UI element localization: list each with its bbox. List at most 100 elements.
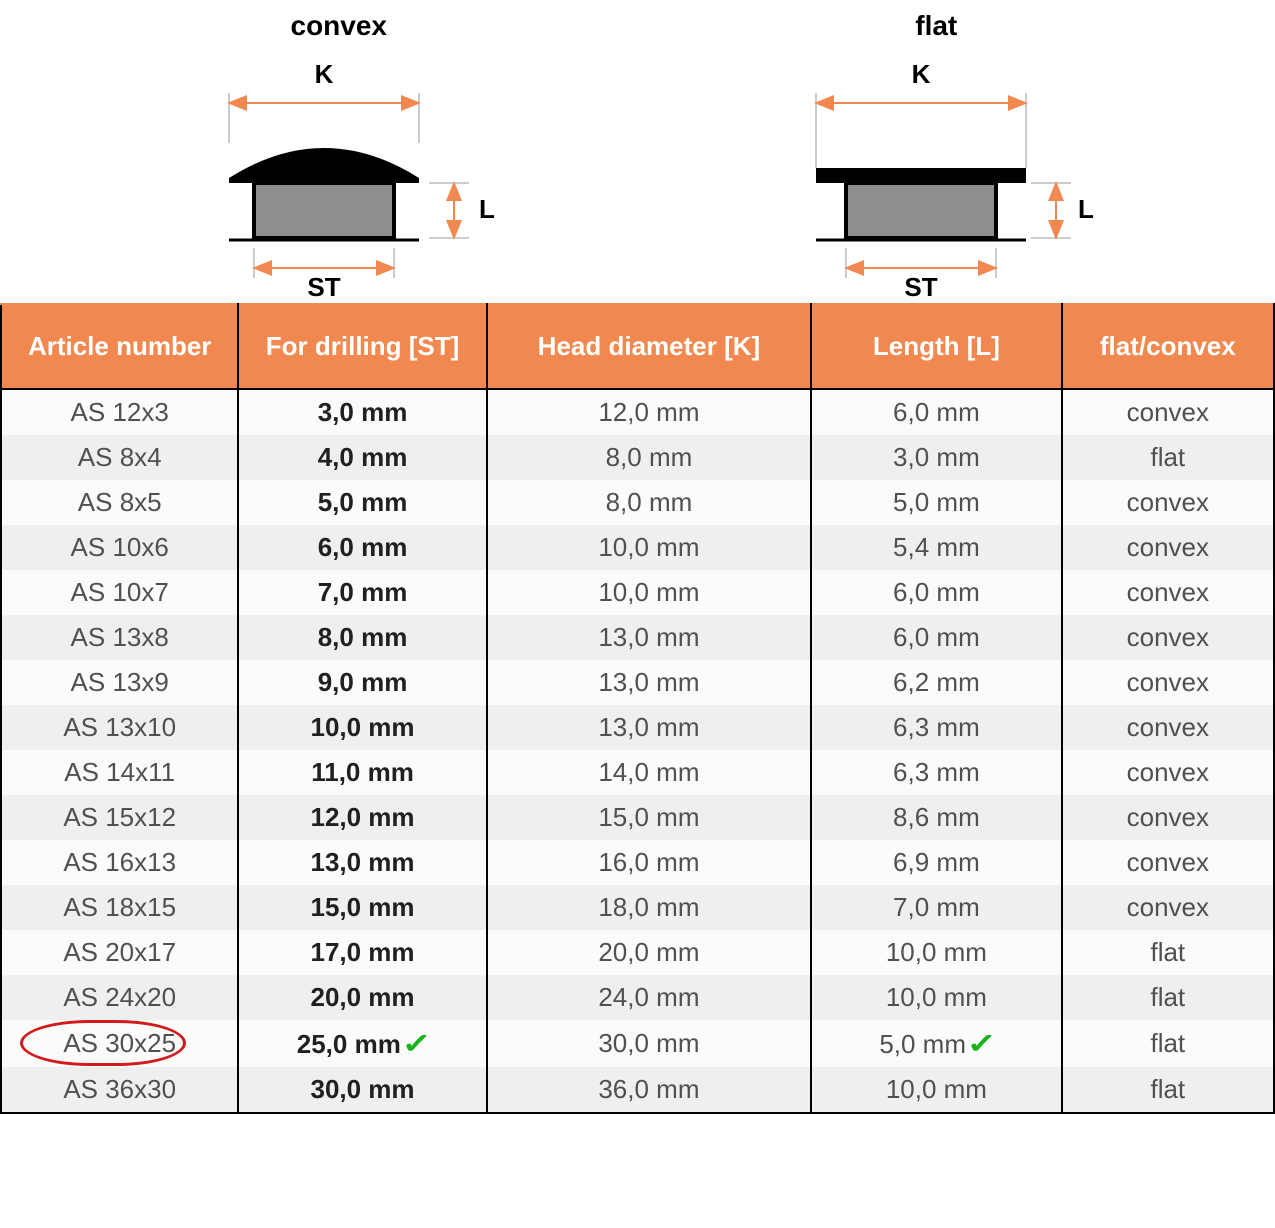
table-body: AS 12x33,0 mm12,0 mm6,0 mmconvexAS 8x44,… xyxy=(1,389,1274,1113)
cell-type: convex xyxy=(1062,750,1274,795)
cell-l: 7,0 mm xyxy=(811,885,1061,930)
diagram-st-label: ST xyxy=(905,272,938,298)
diagram-l-label: L xyxy=(479,194,495,224)
cell-k: 8,0 mm xyxy=(487,480,812,525)
cell-type: convex xyxy=(1062,570,1274,615)
spec-table: Article number For drilling [ST] Head di… xyxy=(0,303,1275,1114)
diagram-k-label: K xyxy=(314,59,333,89)
table-row: AS 14x1111,0 mm14,0 mm6,3 mmconvex xyxy=(1,750,1274,795)
cell-k: 18,0 mm xyxy=(487,885,812,930)
cell-st: 3,0 mm xyxy=(238,389,486,435)
table-row: AS 12x33,0 mm12,0 mm6,0 mmconvex xyxy=(1,389,1274,435)
cell-l: 6,0 mm xyxy=(811,570,1061,615)
cell-k: 13,0 mm xyxy=(487,660,812,705)
cell-k: 24,0 mm xyxy=(487,975,812,1020)
cell-st: 8,0 mm xyxy=(238,615,486,660)
cell-article: AS 10x6 xyxy=(1,525,238,570)
cell-l: 6,3 mm xyxy=(811,750,1061,795)
cell-article: AS 30x25 xyxy=(1,1020,238,1067)
cell-st: 12,0 mm xyxy=(238,795,486,840)
cell-l: 6,9 mm xyxy=(811,840,1061,885)
cell-type: flat xyxy=(1062,435,1274,480)
table-row: AS 13x88,0 mm13,0 mm6,0 mmconvex xyxy=(1,615,1274,660)
cell-l: 8,6 mm xyxy=(811,795,1061,840)
diagram-flat-title: flat xyxy=(776,10,1096,42)
cell-article: AS 16x13 xyxy=(1,840,238,885)
cell-st: 13,0 mm xyxy=(238,840,486,885)
cell-l: 5,0 mm xyxy=(811,480,1061,525)
cell-l: 10,0 mm xyxy=(811,1067,1061,1113)
cell-l: 6,2 mm xyxy=(811,660,1061,705)
cell-st: 10,0 mm xyxy=(238,705,486,750)
cell-k: 13,0 mm xyxy=(487,615,812,660)
diagram-flat: flat K L ST xyxy=(776,10,1096,303)
cell-st: 7,0 mm xyxy=(238,570,486,615)
col-article: Article number xyxy=(1,304,238,389)
cell-st: 25,0 mm✓ xyxy=(238,1020,486,1067)
cell-k: 12,0 mm xyxy=(487,389,812,435)
diagram-st-label: ST xyxy=(307,272,340,298)
diagram-row: convex K xyxy=(0,0,1275,303)
cell-st: 20,0 mm xyxy=(238,975,486,1020)
table-row: AS 10x77,0 mm10,0 mm6,0 mmconvex xyxy=(1,570,1274,615)
table-row: AS 20x1717,0 mm20,0 mm10,0 mmflat xyxy=(1,930,1274,975)
cell-k: 10,0 mm xyxy=(487,570,812,615)
cell-st: 17,0 mm xyxy=(238,930,486,975)
diagram-convex-svg: K L ST xyxy=(179,48,499,298)
cell-article: AS 8x5 xyxy=(1,480,238,525)
check-icon: ✓ xyxy=(401,1027,432,1060)
cell-type: convex xyxy=(1062,885,1274,930)
table-row: AS 13x99,0 mm13,0 mm6,2 mmconvex xyxy=(1,660,1274,705)
cell-k: 36,0 mm xyxy=(487,1067,812,1113)
cell-article: AS 8x4 xyxy=(1,435,238,480)
cell-k: 8,0 mm xyxy=(487,435,812,480)
col-type: flat/convex xyxy=(1062,304,1274,389)
cell-st: 9,0 mm xyxy=(238,660,486,705)
cell-k: 14,0 mm xyxy=(487,750,812,795)
cell-type: convex xyxy=(1062,660,1274,705)
cell-article: AS 10x7 xyxy=(1,570,238,615)
cell-l: 6,3 mm xyxy=(811,705,1061,750)
table-row: AS 36x3030,0 mm36,0 mm10,0 mmflat xyxy=(1,1067,1274,1113)
cell-article: AS 14x11 xyxy=(1,750,238,795)
table-row: AS 13x1010,0 mm13,0 mm6,3 mmconvex xyxy=(1,705,1274,750)
cell-l: 5,0 mm✓ xyxy=(811,1020,1061,1067)
table-row: AS 18x1515,0 mm18,0 mm7,0 mmconvex xyxy=(1,885,1274,930)
cell-type: convex xyxy=(1062,840,1274,885)
diagram-l-label: L xyxy=(1078,194,1094,224)
cell-st: 15,0 mm xyxy=(238,885,486,930)
diagram-convex: convex K xyxy=(179,10,499,303)
cell-l: 3,0 mm xyxy=(811,435,1061,480)
cell-l: 10,0 mm xyxy=(811,975,1061,1020)
cell-type: flat xyxy=(1062,975,1274,1020)
cell-article: AS 20x17 xyxy=(1,930,238,975)
cell-article: AS 13x10 xyxy=(1,705,238,750)
cell-st: 11,0 mm xyxy=(238,750,486,795)
col-k: Head diameter [K] xyxy=(487,304,812,389)
cell-type: convex xyxy=(1062,795,1274,840)
check-icon: ✓ xyxy=(966,1027,997,1060)
cell-l: 6,0 mm xyxy=(811,389,1061,435)
cell-type: convex xyxy=(1062,389,1274,435)
cell-l: 6,0 mm xyxy=(811,615,1061,660)
cell-type: convex xyxy=(1062,615,1274,660)
cell-type: flat xyxy=(1062,1067,1274,1113)
cell-type: flat xyxy=(1062,1020,1274,1067)
cell-k: 13,0 mm xyxy=(487,705,812,750)
cell-type: flat xyxy=(1062,930,1274,975)
cell-article: AS 13x8 xyxy=(1,615,238,660)
cell-st: 30,0 mm xyxy=(238,1067,486,1113)
table-row: AS 30x2525,0 mm✓30,0 mm5,0 mm✓flat xyxy=(1,1020,1274,1067)
diagram-k-label: K xyxy=(912,59,931,89)
cell-l: 5,4 mm xyxy=(811,525,1061,570)
cell-k: 30,0 mm xyxy=(487,1020,812,1067)
table-row: AS 16x1313,0 mm16,0 mm6,9 mmconvex xyxy=(1,840,1274,885)
cell-article: AS 13x9 xyxy=(1,660,238,705)
table-row: AS 8x44,0 mm8,0 mm3,0 mmflat xyxy=(1,435,1274,480)
cell-l: 10,0 mm xyxy=(811,930,1061,975)
diagram-convex-title: convex xyxy=(179,10,499,42)
table-row: AS 15x1212,0 mm15,0 mm8,6 mmconvex xyxy=(1,795,1274,840)
table-header-row: Article number For drilling [ST] Head di… xyxy=(1,304,1274,389)
table-row: AS 8x55,0 mm8,0 mm5,0 mmconvex xyxy=(1,480,1274,525)
cell-article: AS 12x3 xyxy=(1,389,238,435)
